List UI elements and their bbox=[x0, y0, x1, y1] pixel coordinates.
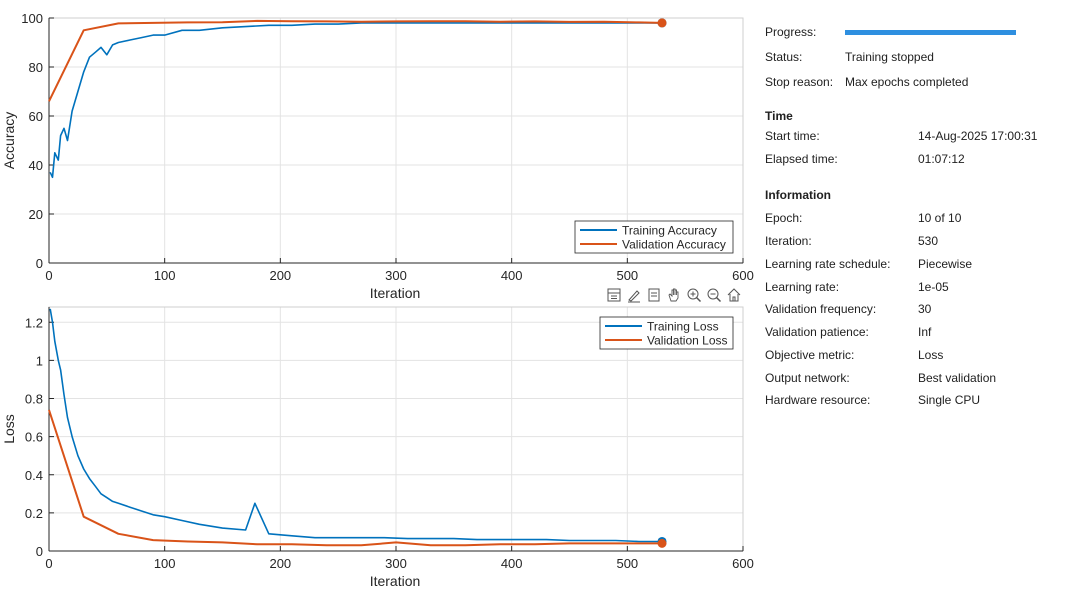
iteration-value: 530 bbox=[918, 234, 939, 248]
epoch-label: Epoch: bbox=[765, 211, 803, 225]
iteration-label: Iteration: bbox=[765, 234, 812, 248]
legend-label: Validation Accuracy bbox=[622, 238, 726, 252]
hardware-resource-label: Hardware resource: bbox=[765, 393, 871, 407]
x-tick-label: 500 bbox=[616, 268, 638, 283]
learning-rate-value: 1e-05 bbox=[918, 280, 949, 294]
x-tick-label: 300 bbox=[385, 268, 407, 283]
series-line-validation bbox=[48, 409, 662, 547]
stop-reason-value: Max epochs completed bbox=[845, 75, 969, 89]
y-tick-label: 0.8 bbox=[25, 392, 43, 407]
objective-metric-label: Objective metric: bbox=[765, 348, 855, 362]
validation-patience-value: Inf bbox=[918, 325, 932, 339]
epoch-value: 10 of 10 bbox=[918, 211, 962, 225]
data-tips-icon[interactable] bbox=[645, 286, 663, 304]
y-tick-label: 0 bbox=[36, 544, 43, 559]
x-axis-label: Iteration bbox=[370, 285, 421, 301]
y-tick-label: 0.4 bbox=[25, 468, 43, 483]
output-network-value: Best validation bbox=[918, 371, 997, 385]
x-axis-label: Iteration bbox=[370, 573, 421, 589]
validation-patience-label: Validation patience: bbox=[765, 325, 869, 339]
y-tick-label: 100 bbox=[21, 11, 43, 26]
objective-metric-value: Loss bbox=[918, 348, 944, 362]
x-tick-label: 200 bbox=[269, 556, 291, 571]
legend-label: Training Accuracy bbox=[622, 224, 717, 238]
series-endpoint-marker bbox=[657, 538, 667, 548]
x-tick-label: 0 bbox=[45, 556, 52, 571]
y-axis-label: Loss bbox=[1, 414, 17, 444]
elapsed-time-value: 01:07:12 bbox=[918, 152, 965, 166]
status-value: Training stopped bbox=[845, 50, 934, 64]
zoom-in-icon[interactable] bbox=[685, 286, 703, 304]
zoom-out-icon[interactable] bbox=[705, 286, 723, 304]
x-tick-label: 100 bbox=[154, 556, 176, 571]
x-tick-label: 600 bbox=[732, 268, 754, 283]
accuracy-chart: 0 100 200 300 400 500 600 0 20 40 60 80 100 Iteration… bbox=[1, 11, 754, 301]
lr-schedule-value: Piecewise bbox=[918, 257, 973, 271]
y-axis-label: Accuracy bbox=[1, 112, 17, 170]
lr-schedule-label: Learning rate schedule: bbox=[765, 257, 891, 271]
stop-reason-label: Stop reason: bbox=[765, 75, 834, 89]
x-tick-label: 300 bbox=[385, 556, 407, 571]
y-tick-label: 60 bbox=[29, 109, 43, 124]
hardware-resource-value: Single CPU bbox=[918, 393, 981, 407]
x-tick-label: 0 bbox=[45, 268, 52, 283]
y-tick-label: 20 bbox=[29, 207, 43, 222]
series-line-training bbox=[49, 308, 662, 543]
information-heading: Information bbox=[765, 188, 831, 202]
y-tick-label: 40 bbox=[29, 158, 43, 173]
series-line-training bbox=[49, 22, 662, 179]
axes-toolbar bbox=[605, 286, 743, 304]
x-tick-label: 600 bbox=[732, 556, 754, 571]
loss-chart: 0 100 200 300 400 500 600 0 0.2 0.4 0.6 0.8 1 1.2 Iter… bbox=[1, 306, 754, 589]
export-icon[interactable] bbox=[605, 286, 623, 304]
y-tick-label: 80 bbox=[29, 60, 43, 75]
progress-bar bbox=[845, 30, 1016, 35]
series-endpoint-marker bbox=[657, 18, 667, 28]
legend-box bbox=[599, 316, 734, 350]
legend-label: Training Loss bbox=[647, 320, 719, 334]
x-tick-label: 500 bbox=[616, 556, 638, 571]
brush-icon[interactable] bbox=[625, 286, 643, 304]
elapsed-time-label: Elapsed time: bbox=[765, 152, 838, 166]
legend-label: Validation Loss bbox=[647, 334, 728, 348]
y-tick-label: 1.2 bbox=[25, 315, 43, 330]
start-time-value: 14-Aug-2025 17:00:31 bbox=[918, 129, 1038, 143]
x-tick-label: 400 bbox=[501, 268, 523, 283]
y-tick-label: 0 bbox=[36, 256, 43, 271]
series-line-validation bbox=[48, 19, 663, 102]
output-network-label: Output network: bbox=[765, 371, 850, 385]
status-label: Status: bbox=[765, 50, 803, 64]
time-heading: Time bbox=[765, 109, 793, 123]
training-plots: 0 100 200 300 400 500 600020406080100Iteration… bbox=[1, 11, 754, 589]
y-tick-label: 1 bbox=[36, 353, 43, 368]
legend-box bbox=[574, 220, 734, 254]
y-tick-label: 0.2 bbox=[25, 506, 43, 521]
pan-icon[interactable] bbox=[665, 286, 683, 304]
x-tick-label: 400 bbox=[501, 556, 523, 571]
y-tick-label: 0.6 bbox=[25, 430, 43, 445]
x-tick-label: 200 bbox=[269, 268, 291, 283]
progress-label: Progress: bbox=[765, 25, 817, 39]
learning-rate-label: Learning rate: bbox=[765, 280, 840, 294]
x-tick-label: 100 bbox=[154, 268, 176, 283]
start-time-label: Start time: bbox=[765, 129, 820, 143]
validation-frequency-value: 30 bbox=[918, 302, 932, 316]
validation-frequency-label: Validation frequency: bbox=[765, 302, 877, 316]
home-icon[interactable] bbox=[725, 286, 743, 304]
